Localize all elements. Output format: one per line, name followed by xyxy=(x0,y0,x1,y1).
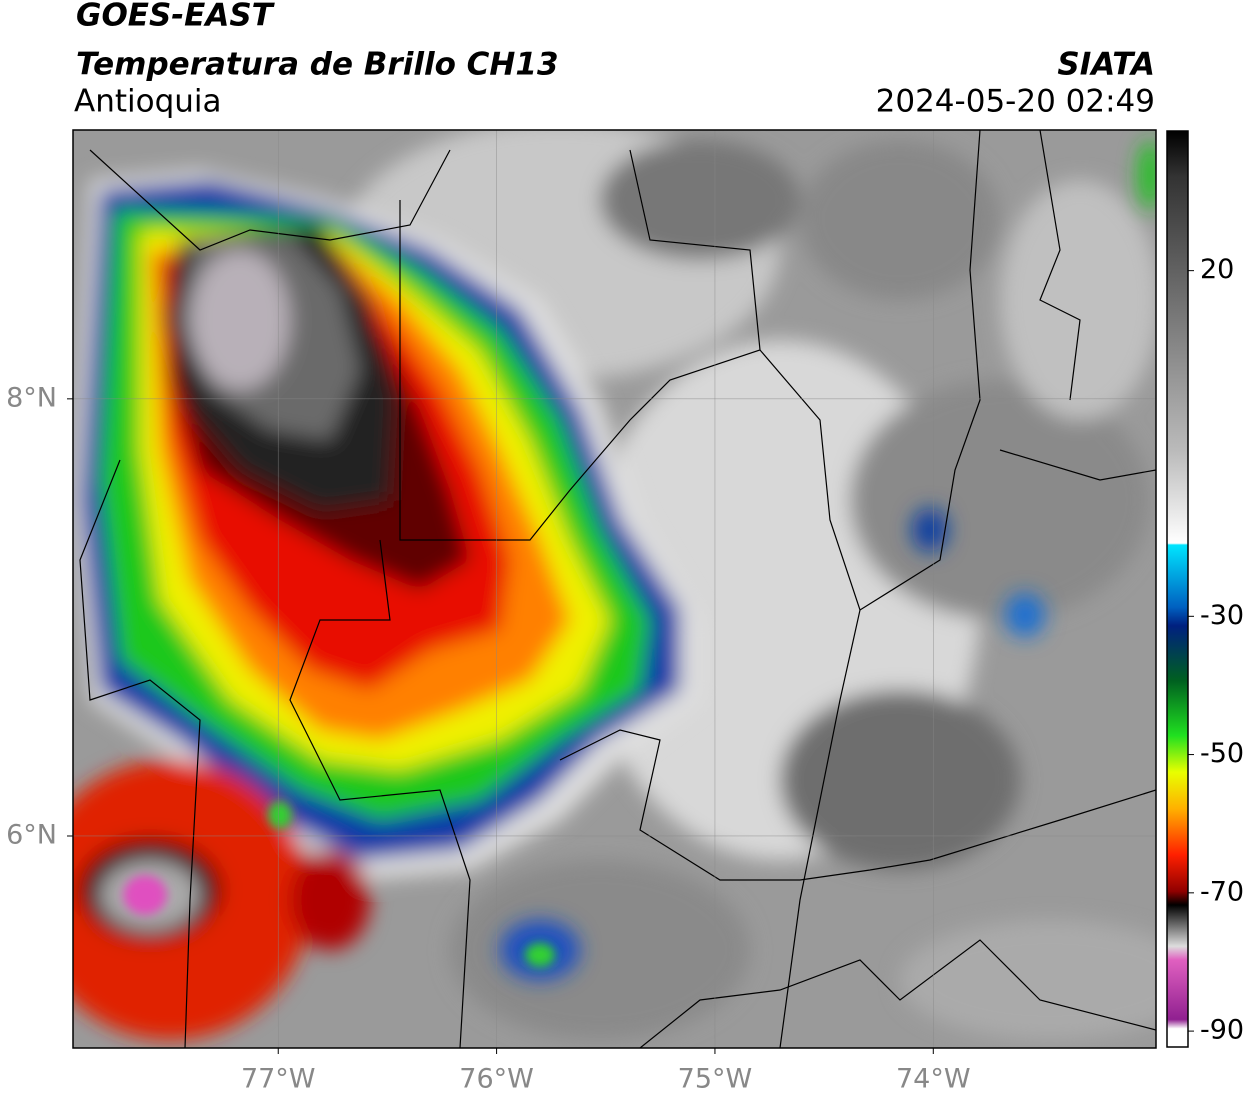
subtitle: Temperatura de Brillo CH13 xyxy=(76,47,559,83)
source: SIATA xyxy=(1057,47,1155,83)
colorbar xyxy=(1166,130,1189,1048)
x-tick-label: 77°W xyxy=(241,1064,316,1095)
colorbar-tick-label: 20 xyxy=(1200,254,1234,285)
map-frame xyxy=(72,129,1157,1049)
y-tick-label: 6°N xyxy=(6,819,57,850)
x-tick-label: 74°W xyxy=(896,1064,971,1095)
x-tick-label: 76°W xyxy=(459,1064,534,1095)
title: GOES-EAST xyxy=(76,0,276,34)
datetime: 2024-05-20 02:49 xyxy=(876,84,1155,120)
graticule xyxy=(73,130,1156,1048)
colorbar-tick-label: -90 xyxy=(1200,1015,1244,1046)
x-tick-label: 75°W xyxy=(678,1064,753,1095)
region: Antioquia xyxy=(74,84,222,120)
satellite-image xyxy=(73,130,1156,1048)
colorbar-tick-label: -30 xyxy=(1200,600,1244,631)
colorbar-tick-label: -50 xyxy=(1200,738,1244,769)
y-tick-label: 8°N xyxy=(6,382,57,413)
colorbar-tick-label: -70 xyxy=(1200,876,1244,907)
